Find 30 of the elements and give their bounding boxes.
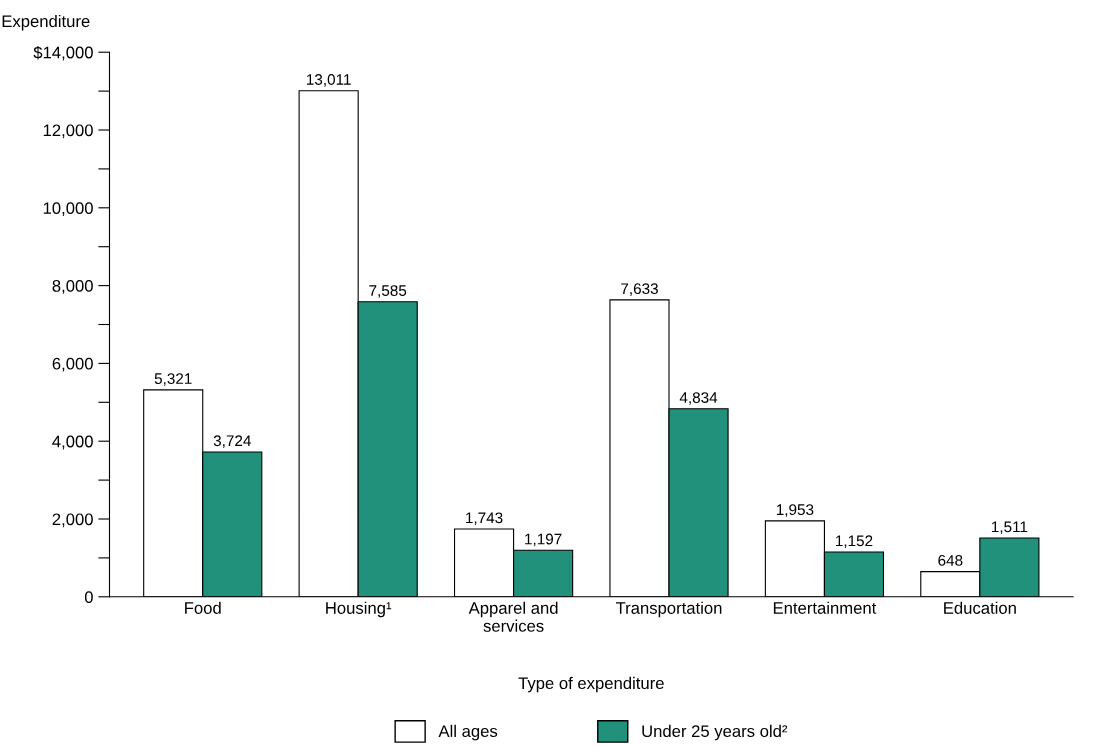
data-label: 1,743	[466, 512, 503, 526]
y-tick-label: 8,000	[52, 280, 93, 294]
x-tick-label: Education	[944, 601, 1016, 614]
y-tick-label: 12,000	[43, 124, 93, 139]
legend-label: Under 25 years old²	[642, 724, 788, 741]
y-tick-label: 2,000	[52, 513, 93, 528]
x-axis-title: Type of expenditure	[518, 676, 664, 693]
y-tick-label: 4,000	[52, 435, 93, 450]
x-tick-label: Entertainment	[773, 601, 877, 614]
data-label: 7,585	[369, 285, 407, 298]
data-label: 1,152	[836, 535, 873, 548]
y-tick-label: $14,000	[33, 45, 93, 61]
data-label: 1,197	[525, 533, 562, 547]
data-label: 1,511	[991, 521, 1028, 535]
y-tick-label: 0	[84, 591, 93, 603]
y-tick-label: 6,000	[52, 357, 93, 372]
data-label: 4,834	[679, 392, 718, 405]
data-label: 3,724	[213, 435, 251, 448]
x-tick-label: Transportation	[615, 601, 722, 618]
data-label: 7,633	[621, 283, 658, 296]
data-label: 13,011	[307, 74, 351, 87]
y-axis-title: Expenditure	[2, 14, 90, 31]
x-tick-label: Food	[185, 601, 221, 614]
legend-label: All ages	[438, 724, 498, 741]
x-tick-label: Housing¹	[326, 601, 392, 618]
y-tick-label: 10,000	[43, 202, 93, 216]
x-tick-label: Apparel and services	[468, 601, 558, 632]
data-label: 5,321	[154, 373, 192, 386]
data-label: 1,953	[776, 504, 814, 517]
data-label: 648	[938, 554, 963, 566]
